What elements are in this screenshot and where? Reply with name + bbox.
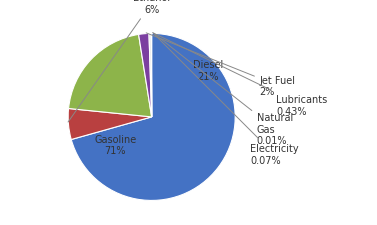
Text: Lubricants
0.43%: Lubricants 0.43% (153, 34, 328, 116)
Text: Ethanol
6%: Ethanol 6% (68, 0, 170, 122)
Wedge shape (151, 34, 152, 117)
Wedge shape (139, 34, 152, 117)
Text: Gasoline
71%: Gasoline 71% (94, 134, 136, 155)
Text: Natural
Gas
0.01%: Natural Gas 0.01% (153, 34, 293, 146)
Wedge shape (71, 34, 235, 200)
Text: Electricity
0.07%: Electricity 0.07% (153, 34, 299, 165)
Wedge shape (69, 35, 152, 117)
Wedge shape (149, 34, 152, 117)
Wedge shape (68, 109, 152, 140)
Text: Jet Fuel
2%: Jet Fuel 2% (146, 34, 296, 97)
Text: Diesel
21%: Diesel 21% (193, 60, 223, 81)
